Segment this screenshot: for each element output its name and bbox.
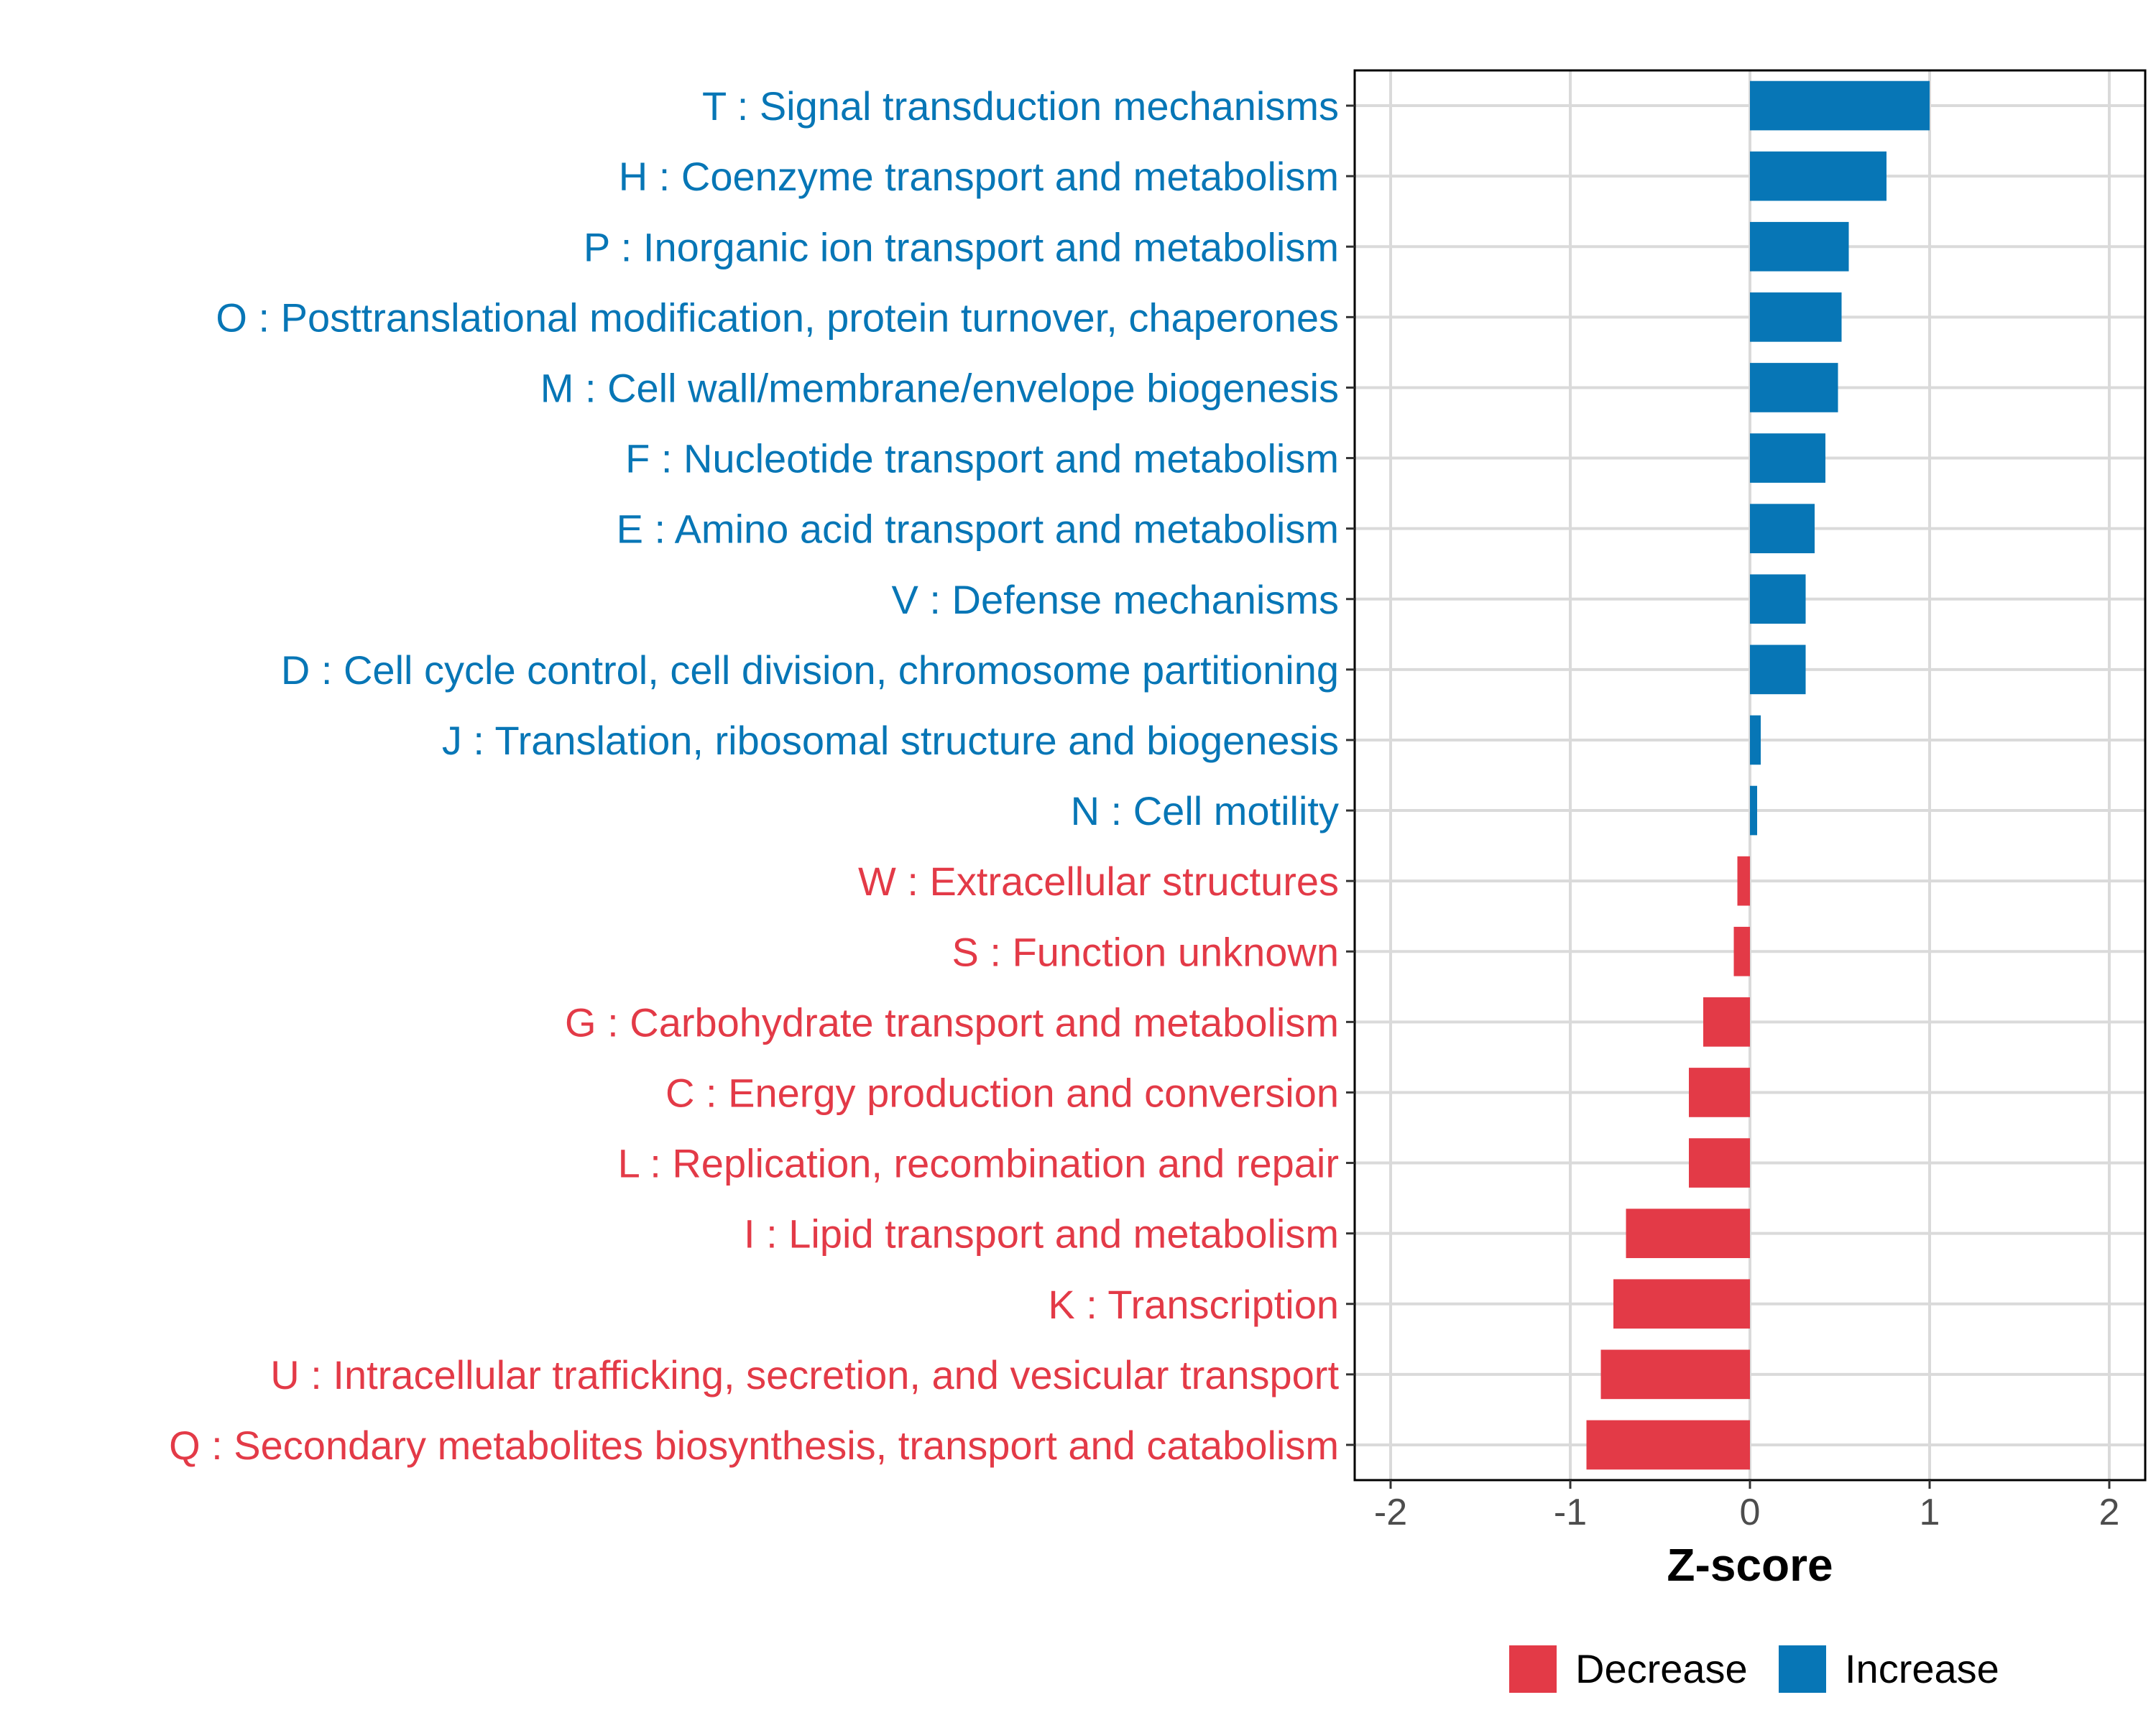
x-axis-title: Z-score — [1667, 1539, 1833, 1591]
y-tick-label: C : Energy production and conversion — [665, 1070, 1339, 1115]
legend-label: Decrease — [1575, 1646, 1748, 1691]
y-tick-label: V : Defense mechanisms — [892, 577, 1339, 622]
y-tick-label: U : Intracellular trafficking, secretion… — [270, 1352, 1339, 1397]
bars — [1586, 80, 1930, 1470]
x-tick-label: 2 — [2099, 1492, 2120, 1533]
y-tick-label: G : Carbohydrate transport and metabolis… — [565, 999, 1339, 1045]
bar — [1733, 926, 1750, 976]
bar — [1750, 80, 1930, 131]
bar — [1750, 151, 1886, 201]
bar — [1626, 1209, 1750, 1258]
y-tick-label: T : Signal transduction mechanisms — [702, 83, 1339, 129]
x-tick-label: 0 — [1740, 1492, 1761, 1533]
bar — [1689, 1068, 1750, 1117]
legend: Decrease Increase — [1509, 1645, 1999, 1693]
x-tick-label: -1 — [1554, 1492, 1587, 1533]
legend-label: Increase — [1845, 1646, 1999, 1691]
y-tick-label: E : Amino acid transport and metabolism — [617, 507, 1339, 552]
y-tick-label: F : Nucleotide transport and metabolism — [625, 436, 1339, 481]
y-tick-label: M : Cell wall/membrane/envelope biogenes… — [540, 365, 1339, 410]
legend-swatch — [1509, 1645, 1557, 1693]
y-tick-label: D : Cell cycle control, cell division, c… — [281, 647, 1339, 693]
bar — [1750, 574, 1806, 624]
legend-swatch — [1779, 1645, 1826, 1693]
y-tick-label: H : Coenzyme transport and metabolism — [619, 154, 1339, 199]
bar — [1703, 997, 1750, 1047]
bar — [1750, 644, 1806, 695]
y-axis: T : Signal transduction mechanisms H : Co… — [169, 83, 1355, 1468]
y-tick-label: Q : Secondary metabolites biosynthesis, … — [169, 1423, 1339, 1468]
bar — [1750, 433, 1825, 483]
y-tick-label: K : Transcription — [1048, 1282, 1339, 1327]
y-tick-label: S : Function unknown — [952, 929, 1339, 974]
y-tick-label: O : Posttranslational modification, prot… — [216, 295, 1339, 340]
y-tick-label: J : Translation, ribosomal structure and… — [442, 718, 1339, 763]
y-tick-label: N : Cell motility — [1071, 788, 1339, 833]
x-axis: -2 -1 0 1 2 — [1374, 1480, 2120, 1533]
y-tick-label: W : Extracellular structures — [858, 859, 1339, 904]
y-tick-label: L : Replication, recombination and repai… — [618, 1141, 1339, 1186]
y-tick-label: I : Lipid transport and metabolism — [744, 1211, 1339, 1257]
x-tick-label: 1 — [1920, 1492, 1940, 1533]
bar — [1750, 292, 1842, 342]
bar — [1613, 1279, 1750, 1329]
bar — [1750, 715, 1761, 765]
bar — [1737, 856, 1750, 906]
bar — [1586, 1420, 1750, 1470]
bar — [1600, 1349, 1750, 1400]
x-tick-label: -2 — [1374, 1492, 1407, 1533]
bar — [1750, 221, 1849, 272]
bar — [1689, 1138, 1750, 1188]
bar — [1750, 785, 1757, 836]
bar — [1750, 363, 1838, 412]
bar — [1750, 504, 1815, 553]
y-tick-label: P : Inorganic ion transport and metaboli… — [584, 224, 1339, 269]
